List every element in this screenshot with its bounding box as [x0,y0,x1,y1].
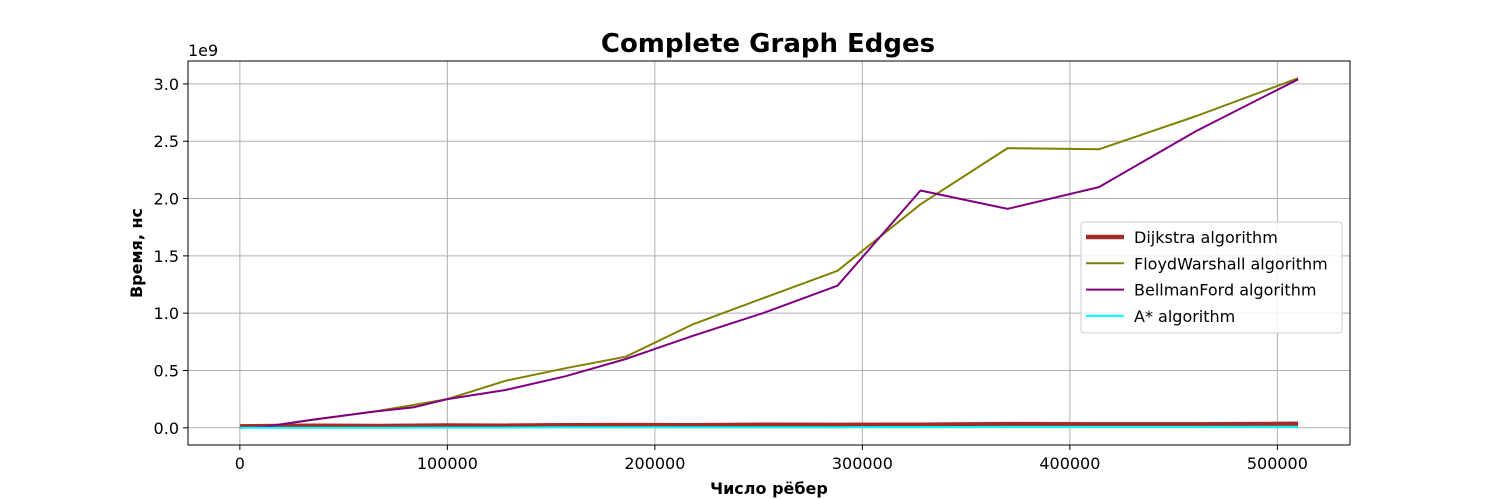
legend-label-1: FloydWarshall algorithm [1134,254,1328,273]
legend-label-0: Dijkstra algorithm [1134,228,1278,247]
plot-frame [187,60,1351,446]
legend-box [1080,221,1343,334]
y-tick-label: 2.5 [154,132,179,151]
x-tick-label: 100000 [417,454,478,473]
series-line-3 [239,425,1299,429]
x-tick-label: 0 [235,454,245,473]
y-axis: 0.0 0.5 1.0 1.5 2.0 2.5 3.0 [154,75,188,438]
legend-label-3: A* algorithm [1134,307,1235,326]
y-tick-label: 1.5 [154,247,179,266]
x-tick-label: 200000 [624,454,685,473]
y-tick-label: 2.0 [154,190,179,209]
y-tick-label: 0.0 [154,419,179,438]
legend: Dijkstra algorithm FloydWarshall algorith… [1080,221,1343,334]
x-axis-label: Число рёбер [710,479,828,498]
legend-label-2: BellmanFord algorithm [1134,281,1316,300]
x-tick-label: 300000 [832,454,893,473]
series-line-2 [239,78,1299,429]
x-tick-label: 500000 [1247,454,1308,473]
y-tick-label: 3.0 [154,75,179,94]
y-scale-label: 1e9 [188,41,218,60]
y-tick-label: 0.5 [154,361,179,380]
y-tick-label: 1.0 [154,304,179,323]
series-lines [239,77,1299,429]
series-line-0 [239,421,1299,429]
x-axis: 0 100000 200000 300000 400000 500000 [235,445,1308,473]
x-tick-label: 400000 [1039,454,1100,473]
y-axis-label: Время, нс [127,208,146,298]
chart-title: Complete Graph Edges [601,29,935,59]
